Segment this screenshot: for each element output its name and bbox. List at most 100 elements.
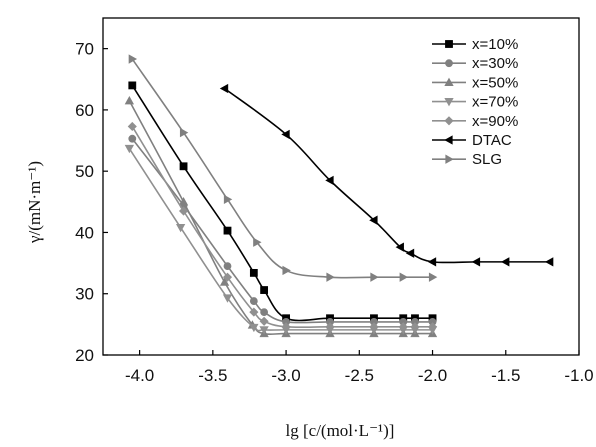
legend-item: SLG — [432, 151, 502, 168]
data-point — [222, 294, 233, 303]
legend-item: x=30% — [432, 55, 518, 72]
data-point — [281, 129, 290, 140]
y-tick-label: 20 — [75, 346, 94, 365]
legend-label: DTAC — [472, 132, 512, 149]
x-tick-label: -1.5 — [491, 366, 520, 385]
series-3 — [124, 144, 438, 335]
legend-swatch-marker — [445, 59, 453, 68]
legend-item: x=10% — [432, 36, 518, 53]
series-line — [224, 87, 550, 264]
legend-item: x=90% — [432, 113, 518, 130]
data-point — [395, 242, 404, 252]
series-line — [131, 84, 433, 322]
data-point — [128, 54, 138, 64]
data-point — [219, 83, 229, 94]
data-point — [178, 197, 189, 206]
legend-label: SLG — [472, 151, 502, 168]
x-tick-label: -3.5 — [198, 366, 227, 385]
data-point — [282, 265, 291, 276]
y-tick-label: 60 — [75, 101, 94, 120]
data-point — [260, 286, 269, 294]
legend-item: x=70% — [432, 94, 518, 111]
data-point — [259, 326, 269, 335]
series-line — [131, 58, 433, 279]
series-2 — [124, 95, 438, 338]
data-point — [281, 322, 291, 332]
data-point — [179, 127, 189, 138]
y-tick-label: 50 — [75, 162, 94, 181]
data-point — [223, 194, 233, 205]
data-point — [223, 262, 232, 271]
legend-label: x=50% — [472, 74, 518, 91]
y-tick-label: 40 — [75, 223, 94, 242]
data-point — [405, 248, 415, 258]
plot-frame — [102, 17, 580, 356]
plot-border — [102, 17, 580, 356]
data-point — [370, 272, 379, 282]
data-point — [369, 322, 379, 332]
data-point — [175, 223, 186, 233]
legend-label: x=30% — [472, 55, 518, 72]
data-point — [427, 257, 437, 267]
data-point — [501, 257, 510, 267]
y-tick-label: 30 — [75, 285, 94, 304]
x-tick-label: -1.0 — [564, 366, 593, 385]
legend-item: x=50% — [432, 74, 518, 91]
series-4 — [127, 121, 438, 332]
series-6 — [128, 54, 438, 282]
data-point — [249, 307, 259, 317]
data-point — [253, 237, 262, 247]
series-5 — [219, 83, 554, 267]
data-point — [326, 272, 335, 282]
data-point — [179, 162, 188, 171]
data-point — [249, 323, 259, 333]
data-point — [128, 134, 137, 143]
legend-swatch-marker — [445, 40, 453, 48]
data-point — [259, 316, 269, 326]
data-point — [398, 322, 408, 332]
x-axis-label: lg [c/(mol·L⁻¹)] — [286, 421, 395, 440]
series-line — [128, 100, 433, 336]
data-point — [223, 226, 232, 235]
data-point — [124, 95, 135, 105]
data-point — [178, 206, 189, 216]
data-point — [369, 215, 378, 225]
legend-swatch-marker — [444, 116, 454, 126]
x-tick-label: -4.0 — [125, 366, 154, 385]
series-layer — [124, 54, 554, 338]
legend-item: DTAC — [432, 132, 512, 149]
legend-label: x=90% — [472, 113, 518, 130]
data-point — [544, 257, 554, 267]
data-point — [127, 121, 137, 132]
data-point — [249, 297, 258, 305]
data-point — [410, 322, 420, 332]
legend-swatch-marker — [445, 154, 454, 164]
y-tick-label: 70 — [75, 40, 94, 59]
x-tick-label: -3.0 — [271, 366, 300, 385]
data-point — [222, 272, 233, 282]
legend-swatch-marker — [444, 97, 454, 107]
data-point — [249, 268, 258, 277]
x-tick-label: -2.0 — [418, 366, 447, 385]
data-point — [325, 175, 334, 186]
series-line — [128, 148, 433, 332]
data-point — [260, 308, 269, 317]
data-point — [128, 81, 137, 90]
data-point — [428, 272, 438, 282]
legend-swatch-marker — [444, 77, 454, 87]
series-line — [131, 138, 433, 324]
legend-swatch-marker — [444, 135, 453, 145]
data-point — [471, 257, 481, 267]
legend: x=10% x=30% x=50% x=70% x=90% DTAC SLG — [432, 36, 518, 168]
y-axis-label: γ/(mN·m⁻¹) — [25, 161, 44, 244]
ticks-layer: -4.0 -3.5 -3.0 -2.5 -2.0 -1.5 -1.0 20 30 40 50 60 70 — [75, 40, 594, 385]
series-1 — [128, 134, 437, 326]
legend-label: x=10% — [472, 36, 518, 53]
data-point — [219, 277, 230, 286]
data-point — [399, 272, 409, 282]
data-point — [427, 322, 438, 332]
data-point — [124, 144, 135, 154]
legend-label: x=70% — [472, 94, 518, 111]
x-tick-label: -2.5 — [345, 366, 374, 385]
